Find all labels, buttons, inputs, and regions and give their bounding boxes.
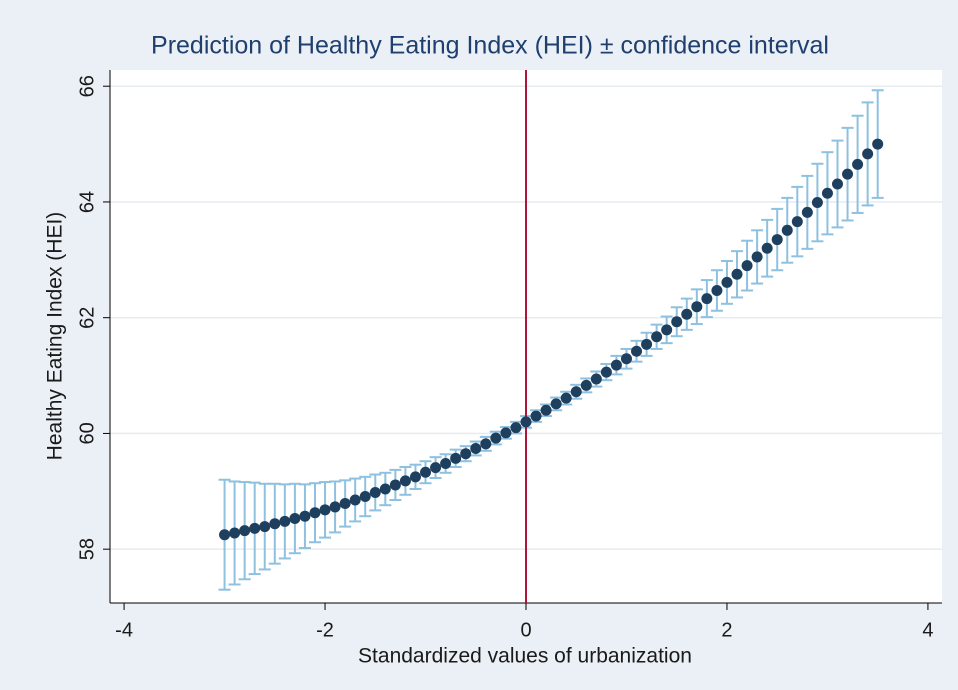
point <box>530 410 542 422</box>
point <box>631 345 643 357</box>
point <box>540 404 552 416</box>
y-tick-label: 58 <box>76 538 98 560</box>
point <box>560 392 572 404</box>
point <box>852 158 864 170</box>
x-tick-label: 4 <box>922 619 933 641</box>
point <box>761 242 773 254</box>
point <box>329 501 341 513</box>
point <box>681 308 693 320</box>
point <box>299 510 311 522</box>
point <box>651 331 663 343</box>
point <box>409 471 421 483</box>
point <box>450 452 462 464</box>
point <box>811 197 823 209</box>
point <box>500 427 512 439</box>
point <box>319 504 331 516</box>
point <box>862 148 874 160</box>
point <box>269 518 281 530</box>
point <box>460 448 472 460</box>
point <box>520 416 532 428</box>
point <box>821 187 833 199</box>
point <box>721 276 733 288</box>
x-tick-label: 0 <box>520 619 531 641</box>
point <box>339 497 351 509</box>
point <box>610 359 622 371</box>
point <box>791 216 803 228</box>
x-axis-label: Standardized values of urbanization <box>358 645 692 668</box>
chart-title: Prediction of Healthy Eating Index (HEI)… <box>151 32 829 60</box>
x-tick-label: 2 <box>721 619 732 641</box>
point <box>570 386 582 398</box>
point <box>379 483 391 495</box>
point <box>771 234 783 246</box>
x-tick-label: -2 <box>316 619 334 641</box>
y-tick-label: 64 <box>76 191 98 213</box>
point <box>751 251 763 263</box>
point <box>219 529 231 541</box>
point <box>600 366 612 378</box>
point <box>620 353 632 365</box>
point <box>550 398 562 410</box>
point <box>249 522 261 534</box>
point <box>349 494 361 506</box>
point <box>279 515 291 527</box>
point <box>510 422 522 434</box>
point <box>490 432 502 444</box>
point <box>470 442 482 454</box>
point <box>389 479 401 491</box>
y-tick-label: 62 <box>76 307 98 329</box>
point <box>359 491 371 503</box>
point <box>731 268 743 280</box>
point <box>259 521 271 533</box>
point <box>741 260 753 272</box>
point <box>440 458 452 470</box>
point <box>369 486 381 498</box>
point <box>872 138 884 150</box>
point <box>831 178 843 190</box>
point <box>430 462 442 474</box>
point <box>781 224 793 236</box>
x-tick-label: -4 <box>115 619 133 641</box>
y-tick-label: 60 <box>76 422 98 444</box>
y-axis-label: Healthy Eating Index (HEI) <box>44 212 67 461</box>
point <box>641 338 653 350</box>
point <box>711 284 723 296</box>
y-tick-label: 66 <box>76 75 98 97</box>
point <box>590 373 602 385</box>
point <box>420 466 432 478</box>
point <box>661 324 673 336</box>
point <box>701 293 713 305</box>
point <box>671 316 683 328</box>
point <box>239 525 251 537</box>
point <box>399 475 411 487</box>
point <box>842 168 854 180</box>
point <box>289 513 301 525</box>
point <box>229 527 241 539</box>
point <box>309 507 321 519</box>
point <box>580 379 592 391</box>
point <box>801 206 813 218</box>
point <box>480 438 492 450</box>
point <box>691 301 703 313</box>
